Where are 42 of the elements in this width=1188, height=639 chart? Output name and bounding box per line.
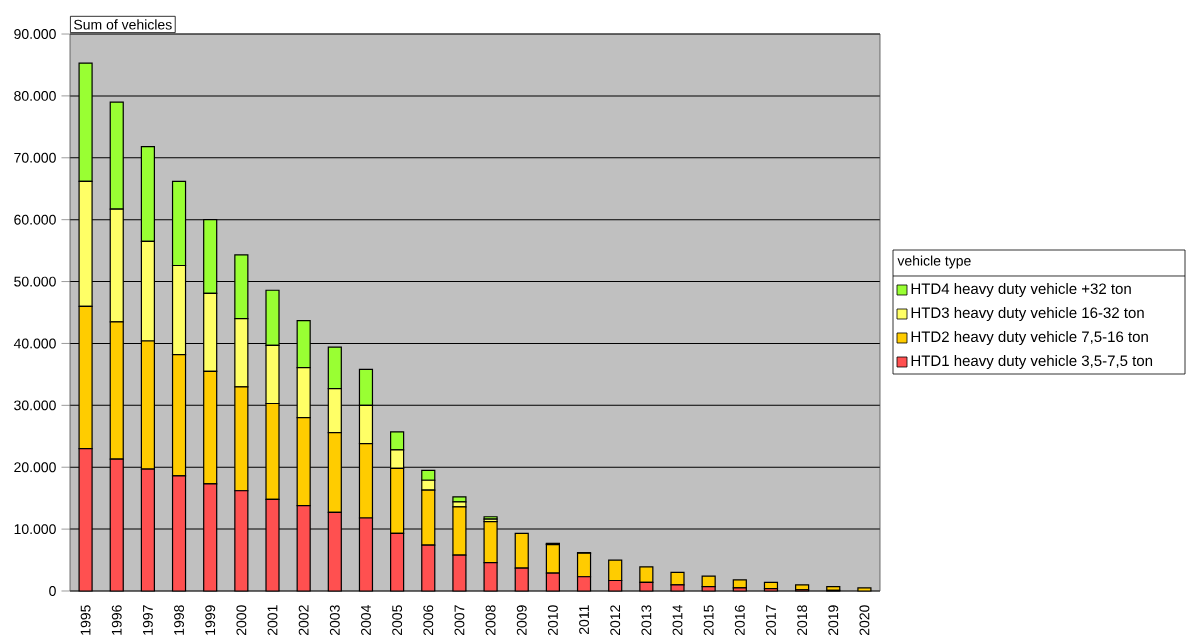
x-tick-label: 2018 [797, 605, 808, 636]
y-tick-label: 50.000 [14, 276, 56, 287]
y-tick-label: 0 [49, 586, 56, 596]
legend-label: HTD4 heavy duty vehicle +32 ton [911, 283, 1131, 297]
x-tick-label: 2019 [828, 605, 839, 636]
x-tick-label: 2001 [267, 605, 278, 636]
x-tick-label: 1999 [205, 605, 216, 635]
x-tick-label: 2000 [236, 605, 247, 636]
y-tick-label: 30.000 [14, 400, 56, 411]
x-tick-label: 2007 [454, 605, 465, 636]
x-tick-label: 2009 [516, 605, 527, 636]
x-tick-label: 2008 [485, 605, 496, 636]
legend-label: HTD3 heavy duty vehicle 16-32 ton [911, 307, 1144, 321]
x-tick-label: 2015 [703, 605, 714, 636]
legend-label: HTD2 heavy duty vehicle 7,5-16 ton [911, 331, 1148, 345]
chart-title: Sum of vehicles [74, 19, 172, 30]
y-tick-label: 90.000 [14, 29, 56, 39]
x-tick-label: 2014 [672, 605, 683, 636]
x-tick-label: 2012 [610, 605, 621, 636]
y-tick-label: 20.000 [14, 462, 56, 473]
x-tick-label: 2013 [641, 605, 652, 636]
x-tick-label: 1998 [174, 605, 184, 635]
y-tick-label: 10.000 [14, 524, 56, 535]
x-tick-label: 1995 [80, 605, 91, 635]
y-tick-label: 70.000 [14, 152, 56, 163]
legend-title: vehicle type [897, 255, 971, 269]
x-tick-label: 1996 [111, 605, 122, 635]
x-tick-label: 2016 [734, 605, 745, 636]
x-tick-label: 2010 [547, 605, 558, 636]
x-tick-label: 2006 [423, 605, 434, 636]
y-tick-label: 60.000 [14, 214, 56, 225]
x-tick-label: 2004 [361, 605, 371, 636]
x-tick-label: 2003 [329, 605, 340, 636]
x-tick-label: 2011 [579, 605, 589, 635]
y-tick-label: 40.000 [13, 338, 56, 349]
legend-label: HTD1 heavy duty vehicle 3,5-7,5 ton [911, 355, 1153, 369]
x-tick-label: 2005 [392, 605, 403, 636]
y-tick-label: 80.000 [14, 90, 56, 101]
x-tick-label: 2002 [298, 605, 309, 636]
x-tick-label: 2020 [859, 605, 870, 636]
x-tick-label: 2017 [766, 605, 776, 636]
x-tick-label: 1997 [142, 605, 153, 635]
